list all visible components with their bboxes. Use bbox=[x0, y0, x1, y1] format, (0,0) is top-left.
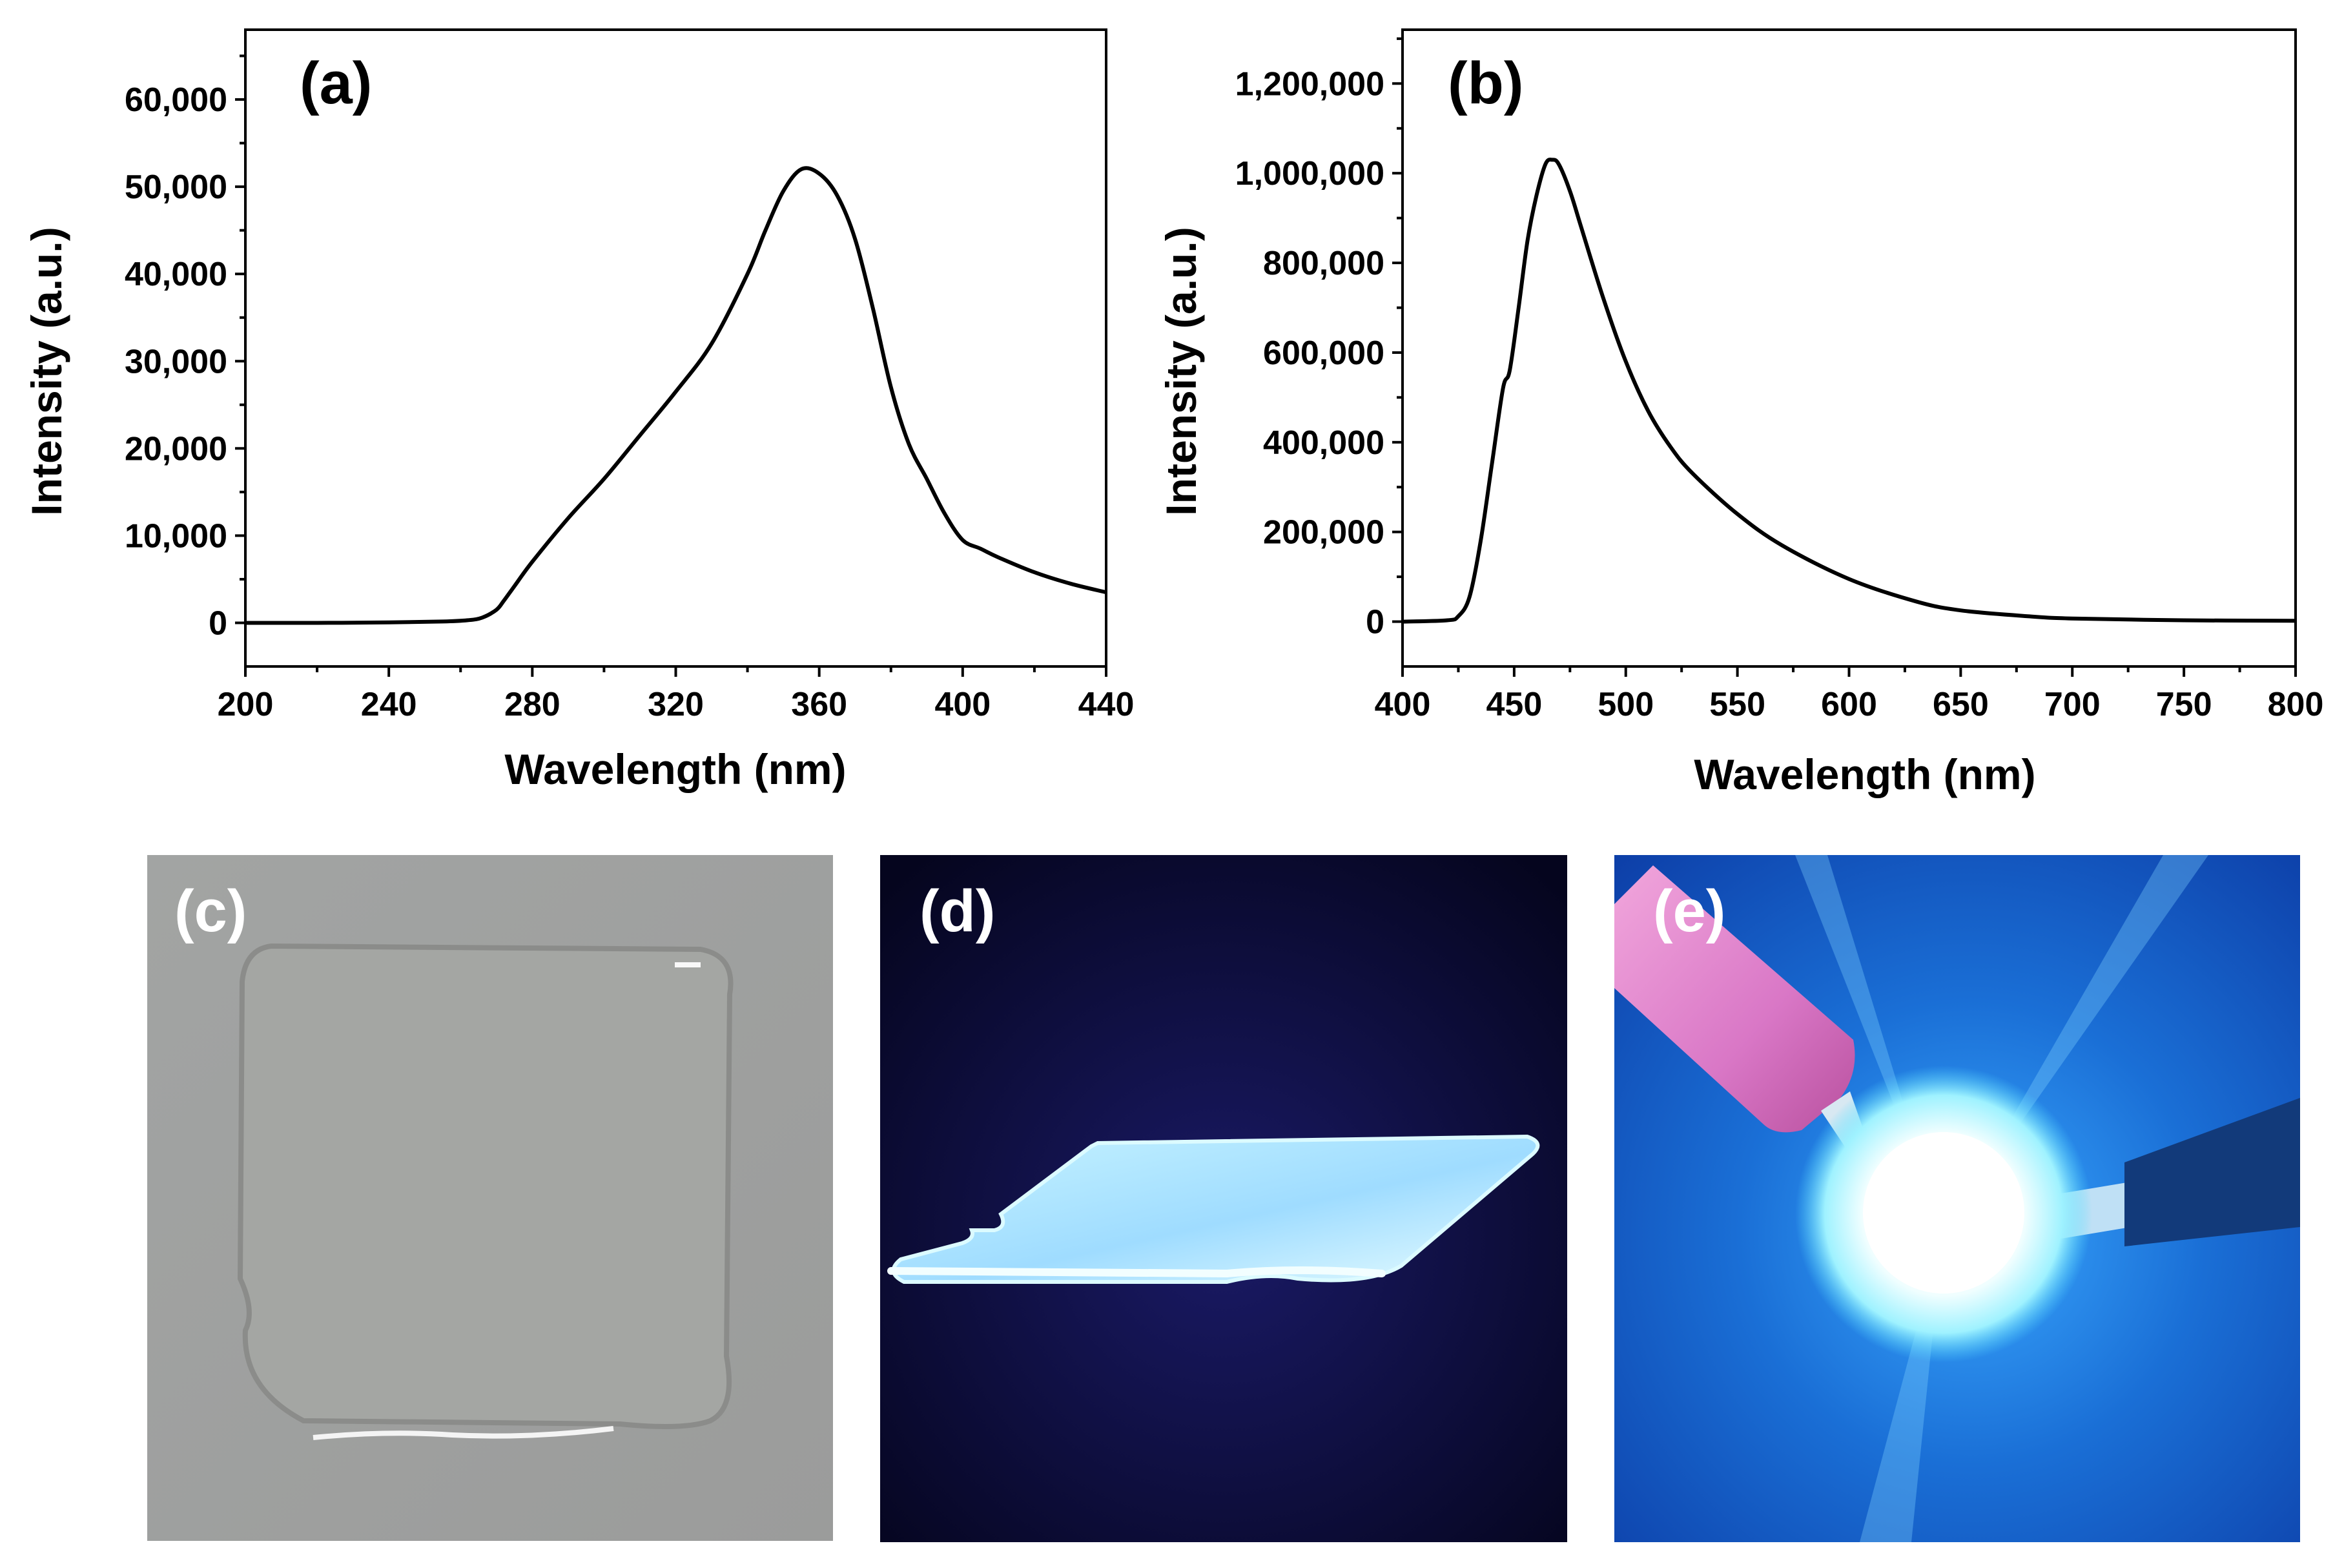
chart-b-x-tick-label: 750 bbox=[2156, 686, 2212, 723]
photo-d-glowing-film bbox=[891, 1134, 1540, 1284]
chart-a-x-tick-label: 400 bbox=[934, 686, 991, 723]
chart-b-series-line bbox=[1402, 158, 2296, 624]
chart-b-y-tick-label: 1,000,000 bbox=[1235, 155, 1384, 192]
photo-e-right-cable bbox=[2124, 1098, 2300, 1246]
chart-a-y-axis-title: Intensity (a.u.) bbox=[23, 227, 70, 515]
chart-b-x-axis-title: Wavelength (nm) bbox=[1694, 750, 2035, 798]
chart-a-frame bbox=[244, 28, 1107, 668]
photo-e-led-core bbox=[1863, 1132, 2024, 1294]
photo-e-label: (e) bbox=[1653, 878, 1725, 944]
photo-e-wire-sleeve bbox=[1614, 865, 1855, 1133]
photo-d-uv-film: (d) bbox=[880, 855, 1567, 1542]
chart-a-y-tick-label: 10,000 bbox=[125, 517, 227, 555]
chart-a-y-tick-label: 60,000 bbox=[125, 81, 227, 119]
chart-a-x-tick-label: 280 bbox=[504, 686, 560, 723]
chart-b: 0 200,000 400,000 600,000 800,000 1,000,000 1,… bbox=[1157, 28, 2324, 798]
chart-a-y-ticks: 0 10,000 20,000 30,000 40,000 50,000 60,000 bbox=[125, 54, 245, 642]
chart-a-series-line bbox=[245, 166, 1107, 625]
photo-c-label: (c) bbox=[174, 878, 247, 944]
chart-b-y-tick-label: 0 bbox=[1366, 604, 1384, 641]
chart-a-y-tick-label: 50,000 bbox=[125, 169, 227, 206]
chart-b-x-tick-label: 400 bbox=[1375, 686, 1431, 723]
chart-a-y-tick-label: 0 bbox=[209, 604, 227, 642]
chart-b-x-ticks: 400 450 500 550 600 650 700 750 800 bbox=[1375, 666, 2324, 723]
chart-a-x-tick-label: 200 bbox=[218, 686, 274, 723]
chart-b-x-tick-label: 450 bbox=[1486, 686, 1542, 723]
photo-d-film-edge-glow bbox=[887, 1266, 1386, 1278]
chart-b-y-axis-title: Intensity (a.u.) bbox=[1157, 227, 1205, 515]
chart-a-y-tick-label: 40,000 bbox=[125, 256, 227, 293]
chart-b-y-tick-label: 400,000 bbox=[1263, 424, 1384, 462]
chart-b-x-tick-label: 700 bbox=[2044, 686, 2101, 723]
chart-b-x-tick-label: 800 bbox=[2268, 686, 2324, 723]
chart-a-x-tick-label: 320 bbox=[648, 686, 704, 723]
photo-c-transparent-film: (c) bbox=[147, 855, 833, 1541]
chart-b-x-tick-label: 650 bbox=[1933, 686, 1989, 723]
chart-a-y-tick-label: 30,000 bbox=[125, 343, 227, 380]
chart-a-x-axis-title: Wavelength (nm) bbox=[504, 745, 846, 793]
photo-e-led: (e) bbox=[1614, 855, 2300, 1542]
chart-b-y-tick-label: 200,000 bbox=[1263, 514, 1384, 552]
photo-d-label: (d) bbox=[920, 878, 995, 944]
chart-b-y-ticks: 0 200,000 400,000 600,000 800,000 1,000,000 1,… bbox=[1235, 37, 1403, 641]
chart-a-y-tick-label: 20,000 bbox=[125, 430, 227, 468]
chart-a-x-tick-label: 240 bbox=[361, 686, 417, 723]
chart-a-panel-label: (a) bbox=[300, 50, 372, 116]
chart-a-x-tick-label: 360 bbox=[791, 686, 847, 723]
chart-a-x-ticks: 200 240 280 320 360 400 440 bbox=[218, 666, 1135, 723]
photo-c-film-edge-highlight bbox=[313, 1426, 614, 1440]
photo-c-film bbox=[237, 943, 734, 1429]
chart-b-y-tick-label: 1,200,000 bbox=[1235, 65, 1384, 103]
chart-b-y-tick-label: 600,000 bbox=[1263, 335, 1384, 372]
chart-b-panel-label: (b) bbox=[1448, 50, 1523, 116]
chart-a-x-tick-label: 440 bbox=[1078, 686, 1135, 723]
chart-b-x-tick-label: 550 bbox=[1709, 686, 1765, 723]
chart-a: 0 10,000 20,000 30,000 40,000 50,000 60,000 20… bbox=[23, 28, 1135, 793]
chart-b-frame bbox=[1401, 28, 2297, 668]
chart-b-y-tick-label: 800,000 bbox=[1263, 245, 1384, 282]
chart-b-x-tick-label: 600 bbox=[1821, 686, 1877, 723]
chart-b-x-tick-label: 500 bbox=[1598, 686, 1654, 723]
